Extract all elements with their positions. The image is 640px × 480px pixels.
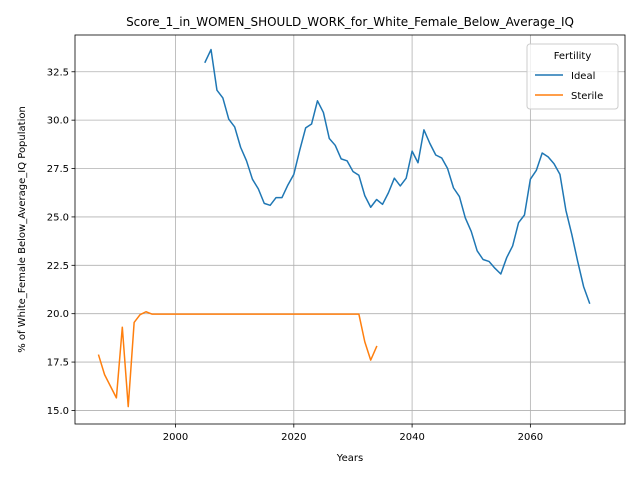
y-tick-label: 25.0 bbox=[47, 212, 69, 223]
ticks: 2000 2020 2040 2060 15.0 17.5 20.0 22.5 25.0 27.5… bbox=[47, 67, 543, 443]
legend-title: Fertility bbox=[554, 51, 592, 62]
x-tick-label: 2020 bbox=[281, 432, 306, 443]
y-tick-label: 30.0 bbox=[47, 116, 69, 127]
y-tick-label: 27.5 bbox=[47, 164, 69, 175]
plot-frame bbox=[74, 34, 626, 425]
series-line-sterile bbox=[97, 311, 378, 408]
series-line-ideal bbox=[204, 48, 591, 304]
y-tick-label: 32.5 bbox=[47, 67, 69, 78]
x-tick-label: 2000 bbox=[163, 432, 188, 443]
y-tick-label: 15.0 bbox=[47, 406, 69, 417]
chart-title: Score_1_in_WOMEN_SHOULD_WORK_for_White_F… bbox=[126, 15, 574, 29]
x-tick-label: 2060 bbox=[518, 432, 543, 443]
y-tick-label: 22.5 bbox=[47, 261, 69, 272]
y-axis-title: % of White_Female Below_Average_IQ Popul… bbox=[17, 106, 28, 353]
legend-label-ideal: Ideal bbox=[571, 71, 595, 82]
legend: Fertility Ideal Sterile bbox=[526, 43, 619, 110]
series-lines bbox=[97, 48, 591, 408]
legend-items: Ideal Sterile bbox=[535, 71, 603, 102]
y-tick-label: 17.5 bbox=[47, 358, 69, 369]
y-tick-label: 20.0 bbox=[47, 309, 69, 320]
x-axis-title: Years bbox=[336, 453, 363, 464]
x-tick-label: 2040 bbox=[399, 432, 424, 443]
legend-label-sterile: Sterile bbox=[571, 91, 603, 102]
legend-box bbox=[526, 43, 619, 110]
